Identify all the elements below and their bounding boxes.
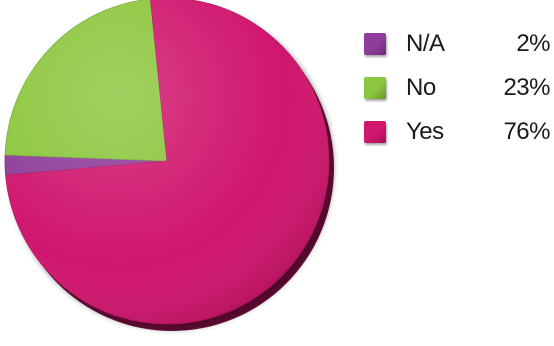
legend-label-yes: Yes (406, 118, 444, 145)
legend-label-na: N/A (406, 30, 445, 57)
legend-label-no: No (406, 74, 436, 101)
legend-swatch-yes (364, 121, 386, 143)
pie-plot-area (4, 0, 335, 331)
pie-slice-no (4, 0, 168, 162)
legend-item-na: N/A 2% (364, 28, 554, 72)
legend-item-yes: Yes 76% (364, 116, 554, 160)
legend-value-na: 2% (516, 30, 550, 57)
pie-slices (4, 0, 330, 325)
legend-item-no: No 23% (364, 72, 554, 116)
legend: N/A 2% No 23% Yes 76% (364, 28, 554, 160)
legend-value-yes: 76% (503, 118, 550, 145)
legend-swatch-na (364, 33, 386, 55)
legend-swatch-no (364, 77, 386, 99)
legend-value-no: 23% (503, 74, 550, 101)
